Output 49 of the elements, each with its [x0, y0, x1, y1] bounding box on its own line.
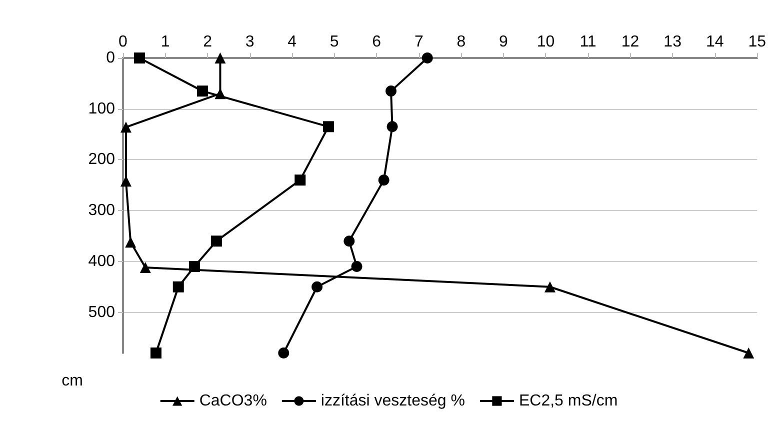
- x-tick-label: 6: [372, 34, 382, 50]
- point: [210, 236, 222, 247]
- x-tick-label: 0: [118, 34, 128, 50]
- point: [386, 121, 398, 132]
- x-tick-label: 8: [456, 34, 466, 50]
- point: [294, 174, 306, 186]
- point: [322, 121, 334, 132]
- point: [743, 348, 754, 358]
- x-tick-label: 9: [499, 34, 508, 50]
- point: [140, 262, 151, 274]
- point: [120, 176, 132, 187]
- y-tick-label: 200: [88, 151, 116, 168]
- legend-label: izzítási veszteség %: [320, 392, 465, 410]
- legend-label: CaCO3%: [199, 392, 267, 410]
- x-tick-label: 3: [245, 34, 254, 50]
- x-tick-label: 15: [748, 34, 766, 50]
- point: [344, 236, 355, 247]
- point: [544, 281, 556, 292]
- y-tick-label: 500: [88, 304, 116, 321]
- point: [351, 261, 362, 272]
- x-tick-label: 10: [536, 34, 555, 50]
- point: [278, 348, 290, 358]
- point: [378, 174, 390, 186]
- point: [422, 52, 433, 64]
- point: [386, 86, 397, 97]
- point: [214, 52, 226, 64]
- legend-label: EC2,5 mS/cm: [518, 392, 618, 410]
- y-axis-title: cm: [62, 372, 83, 390]
- x-tick-label: 5: [330, 34, 339, 50]
- x-tick-label: 7: [414, 34, 424, 50]
- point: [125, 236, 136, 248]
- y-tick-label: 300: [88, 202, 116, 220]
- point: [120, 122, 132, 133]
- point: [172, 281, 184, 292]
- point: [188, 261, 200, 272]
- point: [196, 86, 208, 97]
- point: [134, 52, 145, 64]
- y-tick-label: 0: [106, 50, 116, 66]
- y-tick-label: 100: [88, 100, 116, 118]
- x-tick-label: 1: [160, 34, 170, 50]
- x-tick-label: 13: [664, 34, 682, 50]
- x-tick-label: 14: [706, 34, 724, 50]
- x-tick-label: 4: [288, 34, 297, 50]
- x-tick-label: 12: [621, 34, 640, 50]
- point: [150, 348, 162, 358]
- x-tick-label: 2: [203, 34, 212, 50]
- x-tick-label: 11: [580, 34, 596, 50]
- y-tick-label: 400: [88, 252, 116, 270]
- point: [312, 281, 323, 292]
